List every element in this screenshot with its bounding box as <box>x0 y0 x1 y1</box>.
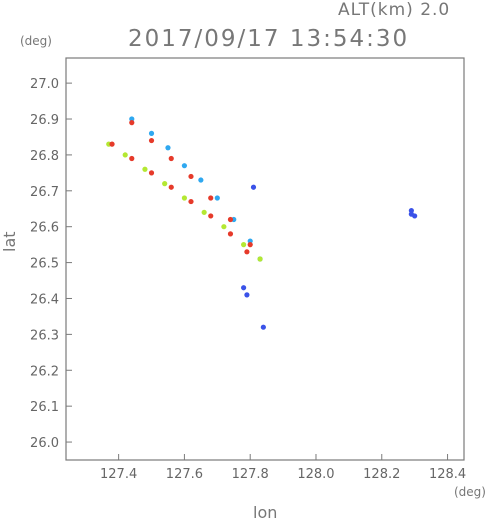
data-point <box>129 155 135 162</box>
data-point <box>257 256 263 262</box>
data-point <box>148 137 155 144</box>
altitude-label: ALT(km) 2.0 <box>338 0 451 20</box>
x-tick-label: 127.4 <box>100 467 137 482</box>
x-tick-label: 128.0 <box>297 467 334 482</box>
y-tick-label: 26.2 <box>30 364 59 379</box>
y-tick-label: 26.6 <box>30 221 59 236</box>
data-point <box>148 130 155 136</box>
data-point <box>241 242 247 248</box>
data-points <box>106 116 418 330</box>
data-point <box>408 207 414 214</box>
y-tick-label: 26.8 <box>30 149 59 164</box>
data-point <box>181 195 188 201</box>
x-axis-label: lon <box>253 503 278 522</box>
data-point <box>168 184 174 190</box>
y-tick-label: 26.0 <box>30 436 59 451</box>
series <box>129 120 253 248</box>
plot-frame <box>65 57 465 461</box>
x-axis-unit: (deg) <box>454 485 486 499</box>
data-point <box>241 285 247 291</box>
y-axis-unit: (deg) <box>20 34 52 48</box>
data-point <box>250 184 257 190</box>
series <box>129 116 263 262</box>
series <box>241 184 418 330</box>
data-point <box>122 152 128 158</box>
data-point <box>412 213 418 219</box>
data-point <box>165 145 171 151</box>
data-point <box>227 216 234 223</box>
y-tick-label: 27.0 <box>30 77 59 92</box>
data-point <box>247 242 253 248</box>
data-point <box>181 163 188 169</box>
data-point <box>148 170 155 176</box>
y-tick-label: 26.5 <box>30 257 59 272</box>
y-tick-label: 26.9 <box>30 113 59 128</box>
data-point <box>214 195 220 201</box>
x-tick-label: 128.2 <box>363 467 400 482</box>
data-point <box>227 231 234 237</box>
data-point <box>244 249 250 255</box>
data-point <box>188 173 194 180</box>
data-point <box>188 198 194 205</box>
data-point <box>142 166 148 172</box>
series <box>109 141 250 255</box>
data-point <box>208 213 214 219</box>
data-point <box>244 292 250 298</box>
x-axis-ticks: 127.4 127.6 127.8 128.0 128.2 128.4 <box>100 454 466 482</box>
data-point <box>198 177 204 183</box>
x-tick-label: 127.6 <box>166 467 203 482</box>
data-point <box>260 324 266 330</box>
data-point <box>129 120 135 126</box>
data-point <box>201 209 207 215</box>
y-tick-label: 26.4 <box>30 292 59 307</box>
x-tick-label: 128.4 <box>429 467 466 482</box>
y-axis-ticks: 26.0 26.1 26.2 26.3 26.4 26.5 26.6 26.7 26.8 26.9… <box>30 77 72 451</box>
data-point <box>129 116 135 122</box>
data-point <box>247 238 253 244</box>
data-point <box>168 155 174 162</box>
y-tick-label: 26.1 <box>30 400 59 415</box>
y-tick-label: 26.7 <box>30 185 59 200</box>
x-tick-label: 127.8 <box>232 467 269 482</box>
chart-title-timestamp: 2017/09/17 13:54:30 <box>128 26 410 52</box>
data-point <box>208 195 214 201</box>
data-point <box>162 181 168 187</box>
y-tick-label: 26.3 <box>30 328 59 343</box>
series <box>106 141 263 262</box>
data-point <box>221 224 227 230</box>
data-point <box>109 141 115 147</box>
